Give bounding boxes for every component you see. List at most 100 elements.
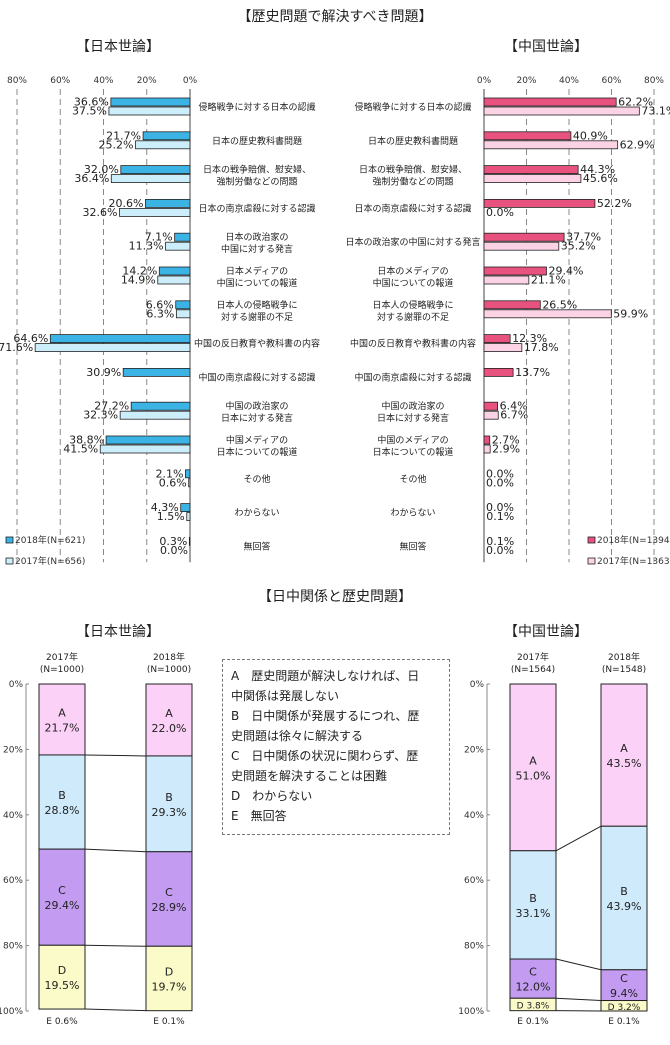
category-label: 日本メディアの: [226, 265, 288, 277]
segment-c: [145, 851, 193, 947]
section1-title: 【歴史問題で解決すべき問題】: [237, 9, 432, 25]
value-label: 12.3%: [512, 332, 547, 345]
x-tick-label: 80%: [7, 76, 27, 86]
category-label: 中国の政治家の: [381, 400, 444, 412]
value-label: 38.8%: [69, 434, 104, 447]
value-label: 73.1%: [641, 105, 670, 118]
japan-stacked-chart: 0% 20% 40% 60% 80% 100% 2017年 (N=1000) A 21.7% B 28…: [0, 651, 193, 1027]
value-label: 32.3%: [83, 409, 118, 422]
segment-label: 33.1%: [516, 907, 551, 920]
y-tick-label: 40%: [3, 811, 23, 821]
column-n-label: (N=1000): [40, 665, 84, 675]
segment-key: C: [58, 884, 66, 897]
category-label: 対する謝罪の不足: [377, 311, 449, 323]
value-label: 71.6%: [0, 341, 33, 354]
category-label: 日本の政治家の: [225, 231, 288, 243]
answer-legend-line: 中関係は発展しない: [231, 689, 340, 703]
answer-legend-line: A 歴史問題が解決しなければ、日: [231, 669, 420, 683]
bar-2018: [483, 198, 596, 208]
category-label: 日本に対する発言: [377, 412, 449, 424]
y-tick-label: 80%: [464, 942, 484, 952]
segment-key: D: [165, 965, 173, 978]
value-label: 1.5%: [157, 510, 185, 523]
value-label: 14.9%: [121, 274, 156, 287]
value-label: 62.9%: [620, 138, 655, 151]
bar-2017: [483, 140, 619, 150]
answer-legend-line: D わからない: [231, 789, 313, 803]
bar-2017: [186, 512, 191, 521]
bar-2018: [105, 435, 191, 445]
value-label: 0.6%: [159, 476, 187, 489]
category-label: 無回答: [399, 540, 426, 552]
segment-a: [145, 683, 193, 757]
connector-line: [555, 997, 602, 1002]
value-label: 37.7%: [566, 231, 601, 244]
bar-2017: [135, 140, 191, 150]
segment-label: 21.7%: [45, 721, 80, 734]
bar-2017: [157, 275, 191, 285]
value-label: 21.7%: [106, 129, 141, 142]
bar-2018: [483, 97, 617, 107]
connector-line: [84, 754, 147, 757]
x-tick-label: 20%: [137, 76, 157, 86]
category-label: 中国に対する発言: [221, 243, 293, 255]
category-label: 侵略戦争に対する日本の認識: [198, 101, 315, 113]
y-tick-label: 20%: [464, 745, 484, 755]
segment-b: [38, 754, 86, 850]
value-label: 2.9%: [492, 443, 520, 456]
segment-key: B: [165, 791, 173, 804]
value-label: 0.0%: [486, 206, 514, 219]
value-label: 0.0%: [486, 501, 514, 514]
category-label: 無回答: [243, 540, 270, 552]
segment-key: C: [529, 966, 537, 979]
y-tick-label: 0%: [470, 680, 485, 690]
category-label: 中国の政治家の: [225, 400, 288, 412]
value-label: 37.5%: [72, 105, 107, 118]
value-label: 2.1%: [156, 467, 184, 480]
segment-d: [600, 1000, 648, 1012]
category-label: 中国メディアの: [226, 434, 288, 446]
segment-label: 22.0%: [152, 722, 187, 735]
bar-2018: [483, 131, 572, 141]
bar-2018: [483, 232, 565, 242]
segment-key: C: [165, 886, 173, 899]
x-tick-label: 40%: [559, 76, 579, 86]
answer-legend-line: B 日中関係が発展するにつれ、歴: [231, 709, 420, 723]
value-label: 45.6%: [583, 172, 618, 185]
value-label: 27.2%: [94, 400, 129, 413]
legend-swatch: [587, 536, 596, 544]
bar-2017: [483, 444, 491, 454]
bar-2017: [165, 241, 191, 251]
x-tick-label: 40%: [93, 76, 113, 86]
legend-label: 2017年(N=1363): [597, 555, 670, 567]
value-label: 62.2%: [618, 96, 653, 109]
segment-d: [38, 944, 86, 1010]
segment-label: E 0.1%: [153, 1017, 185, 1027]
answer-legend-line: C 日中関係の状況に関わらず、歴: [231, 749, 419, 763]
category-label: わからない: [234, 508, 279, 519]
segment-label: 28.8%: [45, 804, 80, 817]
bar-2017: [483, 174, 582, 184]
bar-2017: [483, 410, 499, 420]
china-stack-title: 【中国世論】: [504, 624, 588, 640]
segment-b: [145, 755, 193, 853]
value-label: 0.0%: [486, 467, 514, 480]
segment-label: 29.4%: [45, 899, 80, 912]
category-label: その他: [243, 473, 270, 485]
value-label: 13.7%: [515, 366, 550, 379]
segment-label: D 3.8%: [517, 1001, 550, 1011]
legend-label: 2017年(N=656): [15, 555, 85, 567]
japan-chart-title: 【日本世論】: [76, 39, 160, 55]
section2-title: 【日中関係と歴史問題】: [258, 589, 412, 605]
japan-horizontal-chart: 0% 20% 40% 60% 80% 36.6%37.5% 侵略戦争に対する日本の認識 21.…: [0, 76, 320, 567]
connector-line: [555, 958, 602, 971]
segment-a: [38, 683, 86, 756]
bar-2018: [180, 503, 191, 513]
segment-label: 19.7%: [152, 980, 187, 993]
segment-b: [600, 825, 648, 971]
segment-a: [600, 683, 648, 827]
japan-stack-title: 【日本世論】: [76, 624, 160, 640]
bar-2017: [483, 343, 523, 353]
segment-label: 43.9%: [607, 900, 642, 913]
segment-label: 51.0%: [516, 769, 551, 782]
